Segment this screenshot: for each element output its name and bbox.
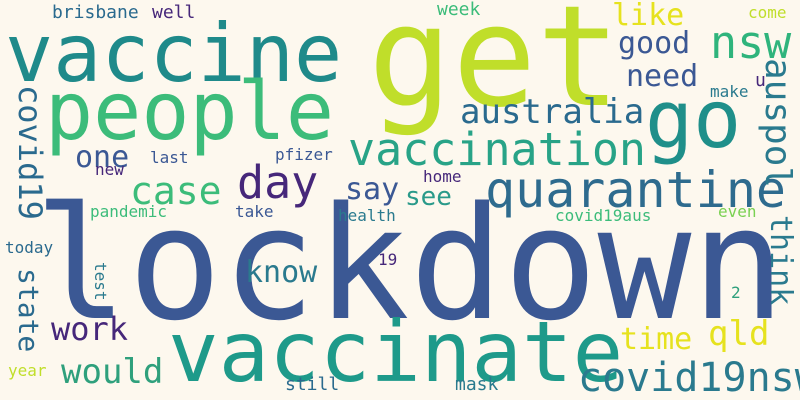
word-state: state: [12, 268, 45, 353]
word-australia: australia: [460, 92, 645, 132]
word-think: think: [763, 215, 798, 306]
word-time: time: [620, 322, 693, 357]
word-case: case: [130, 169, 222, 213]
word-day: day: [237, 156, 319, 209]
word-qld: qld: [708, 314, 770, 354]
word-say: say: [345, 172, 400, 207]
word-get: get: [368, 0, 621, 139]
word-see: see: [405, 182, 452, 212]
word-still: still: [285, 374, 340, 395]
word-vaccinate: vaccinate: [168, 303, 624, 400]
word-new: new: [95, 160, 124, 179]
word-u: u: [755, 70, 766, 91]
word-like: like: [612, 0, 685, 33]
word-health: health: [338, 206, 396, 225]
word-even: even: [718, 202, 757, 221]
word-one: one: [75, 140, 130, 175]
word-come: come: [748, 3, 787, 22]
word-2: 2: [731, 283, 741, 302]
word-pandemic: pandemic: [90, 202, 168, 221]
word-mask: mask: [455, 374, 499, 395]
word-brisbane: brisbane: [52, 2, 139, 23]
word-lockdown: lockdown: [34, 173, 786, 355]
word-year: year: [8, 361, 47, 380]
word-test: test: [91, 262, 110, 301]
word-need: need: [626, 59, 699, 94]
word-pfizer: pfizer: [275, 145, 333, 164]
word-home: home: [423, 167, 462, 186]
word-19: 19: [378, 250, 398, 269]
word-last: last: [150, 148, 189, 167]
word-well: well: [152, 2, 196, 23]
word-quarantine: quarantine: [485, 161, 787, 219]
word-week: week: [437, 0, 481, 20]
word-covid19aus: covid19aus: [555, 206, 652, 225]
word-would: would: [61, 352, 164, 392]
word-people: people: [45, 65, 334, 158]
word-take: take: [235, 202, 274, 221]
word-go: go: [645, 73, 742, 166]
word-make: make: [710, 82, 749, 101]
word-work: work: [51, 310, 129, 348]
word-vaccine: vaccine: [5, 7, 343, 100]
word-know: know: [245, 255, 318, 290]
word-nsw: nsw: [710, 16, 792, 69]
word-good: good: [618, 26, 691, 61]
word-today: today: [5, 238, 54, 257]
word-vaccination: vaccination: [348, 123, 647, 176]
word-covid19nsw: covid19nsw: [578, 355, 800, 400]
word-covid19: covid19: [11, 85, 49, 220]
